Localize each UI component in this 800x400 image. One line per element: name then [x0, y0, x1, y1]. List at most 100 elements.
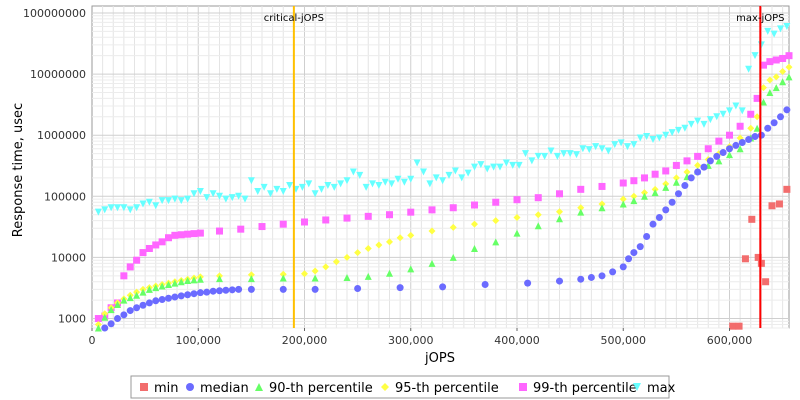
data-point	[184, 291, 192, 299]
legend-symbol	[140, 383, 148, 391]
data-point	[364, 244, 372, 252]
data-point	[258, 223, 266, 231]
data-point	[509, 161, 517, 169]
data-point	[145, 285, 153, 293]
series-95-th-percentile	[94, 63, 793, 328]
data-point	[407, 175, 415, 183]
data-point	[736, 122, 744, 130]
data-point	[114, 315, 121, 323]
data-point	[681, 124, 689, 132]
legend-label: 99-th percentile	[533, 381, 637, 396]
data-point	[556, 190, 563, 198]
data-point	[777, 25, 784, 33]
data-point	[624, 143, 631, 151]
data-point	[649, 220, 657, 228]
data-point	[719, 110, 727, 118]
data-point	[279, 270, 287, 278]
data-point	[228, 286, 236, 294]
data-point	[196, 229, 204, 237]
data-point	[420, 168, 427, 176]
data-point	[260, 183, 268, 191]
data-point	[502, 159, 510, 167]
data-point	[534, 222, 542, 230]
data-point	[190, 276, 198, 284]
data-point	[687, 120, 695, 128]
data-point	[267, 190, 274, 198]
data-point	[247, 285, 255, 293]
data-point	[158, 282, 166, 290]
data-point	[171, 231, 179, 239]
data-point	[152, 297, 160, 305]
data-point	[381, 178, 389, 186]
data-point	[107, 204, 115, 212]
data-point	[760, 84, 767, 92]
data-point	[649, 136, 657, 144]
data-point	[152, 241, 160, 249]
data-point	[651, 189, 659, 197]
data-point	[619, 179, 627, 187]
data-point	[449, 253, 457, 261]
data-point	[779, 54, 787, 62]
data-point	[139, 200, 147, 208]
data-point	[619, 200, 627, 208]
data-point	[318, 185, 325, 193]
data-point	[598, 182, 606, 190]
data-point	[165, 197, 172, 205]
data-point	[177, 231, 185, 239]
data-point	[534, 152, 542, 160]
data-point	[139, 301, 147, 309]
data-point	[94, 320, 102, 328]
data-point	[298, 183, 306, 191]
data-point	[683, 157, 691, 165]
data-point	[643, 232, 651, 240]
data-point	[107, 320, 115, 328]
data-point	[324, 182, 332, 190]
data-point	[732, 102, 740, 110]
data-point	[556, 215, 563, 223]
data-point	[585, 146, 593, 154]
data-point	[158, 295, 166, 303]
data-point	[779, 68, 787, 76]
x-tick-label: 100,000	[176, 334, 222, 347]
data-point	[145, 198, 153, 206]
data-point	[579, 145, 587, 153]
data-point	[630, 197, 638, 205]
data-point	[120, 296, 128, 304]
data-point	[772, 73, 780, 81]
series-layer	[94, 23, 793, 332]
data-point	[171, 195, 179, 203]
data-point	[777, 113, 784, 121]
data-point	[779, 78, 787, 86]
marker-label: max-jOPS	[736, 13, 784, 24]
data-point	[311, 190, 319, 198]
data-point	[165, 234, 172, 242]
data-point	[662, 167, 670, 175]
data-point	[738, 107, 746, 115]
x-tick-label: 200,000	[282, 334, 328, 347]
data-point	[726, 107, 733, 115]
data-point	[458, 174, 466, 182]
data-point	[636, 243, 644, 251]
data-point	[133, 291, 141, 299]
data-point	[619, 195, 627, 203]
data-point	[337, 180, 345, 188]
data-point	[388, 180, 396, 188]
data-point	[753, 113, 761, 121]
data-point	[732, 141, 740, 149]
data-point	[375, 182, 383, 190]
data-point	[762, 278, 770, 286]
data-point	[139, 249, 147, 257]
data-point	[145, 299, 153, 307]
y-tick-label: 10000	[51, 251, 86, 264]
data-point	[706, 157, 714, 165]
data-point	[126, 263, 134, 271]
data-point	[286, 182, 294, 190]
data-point	[279, 187, 287, 195]
data-point	[343, 177, 351, 185]
series-min	[729, 185, 791, 330]
data-point	[386, 238, 393, 246]
data-point	[235, 192, 243, 200]
data-point	[301, 218, 308, 226]
data-point	[694, 117, 702, 125]
data-point	[247, 177, 255, 185]
